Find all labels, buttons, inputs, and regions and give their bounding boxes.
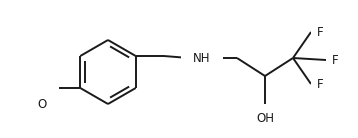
Text: F: F (317, 78, 324, 91)
Text: F: F (317, 26, 324, 39)
Text: F: F (332, 54, 339, 67)
Text: OH: OH (256, 112, 274, 125)
Text: NH: NH (193, 51, 211, 64)
Text: O: O (38, 98, 47, 111)
